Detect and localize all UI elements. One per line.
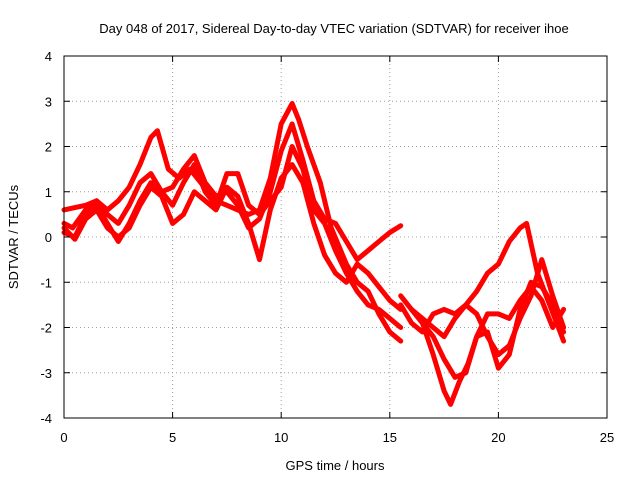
x-tick-label: 10: [274, 430, 288, 445]
y-tick-label: 2: [45, 140, 52, 155]
series-layer: [61, 101, 567, 407]
y-tick-label: -4: [40, 411, 52, 426]
y-tick-label: -3: [40, 366, 52, 381]
y-tick-label: 4: [45, 49, 52, 64]
y-tick-label: -1: [40, 275, 52, 290]
series-line-7: [409, 257, 567, 358]
x-tick-label: 15: [383, 430, 397, 445]
x-tick-labels: 0 5 10 15 20 25: [60, 430, 614, 445]
x-axis-label: GPS time / hours: [286, 458, 385, 473]
y-axis-label: SDTVAR / TECUs: [6, 184, 21, 289]
series-line-2: [61, 121, 404, 263]
series-line-4: [61, 162, 404, 312]
series-line-8: [419, 284, 567, 380]
y-tick-label: -2: [40, 321, 52, 336]
x-tick-label: 5: [169, 430, 176, 445]
x-tick-label: 0: [60, 430, 67, 445]
series-line-1: [61, 101, 404, 344]
x-tick-label: 25: [600, 430, 614, 445]
y-tick-label: 0: [45, 230, 52, 245]
y-tick-label: 1: [45, 185, 52, 200]
ticks: [63, 55, 608, 419]
y-tick-label: 3: [45, 94, 52, 109]
series-line-6: [398, 220, 567, 344]
x-tick-label: 20: [491, 430, 505, 445]
chart-title: Day 048 of 2017, Sidereal Day-to-day VTE…: [99, 21, 568, 36]
y-tick-labels: 4 3 2 1 0 -1 -2 -3 -4: [40, 49, 52, 426]
